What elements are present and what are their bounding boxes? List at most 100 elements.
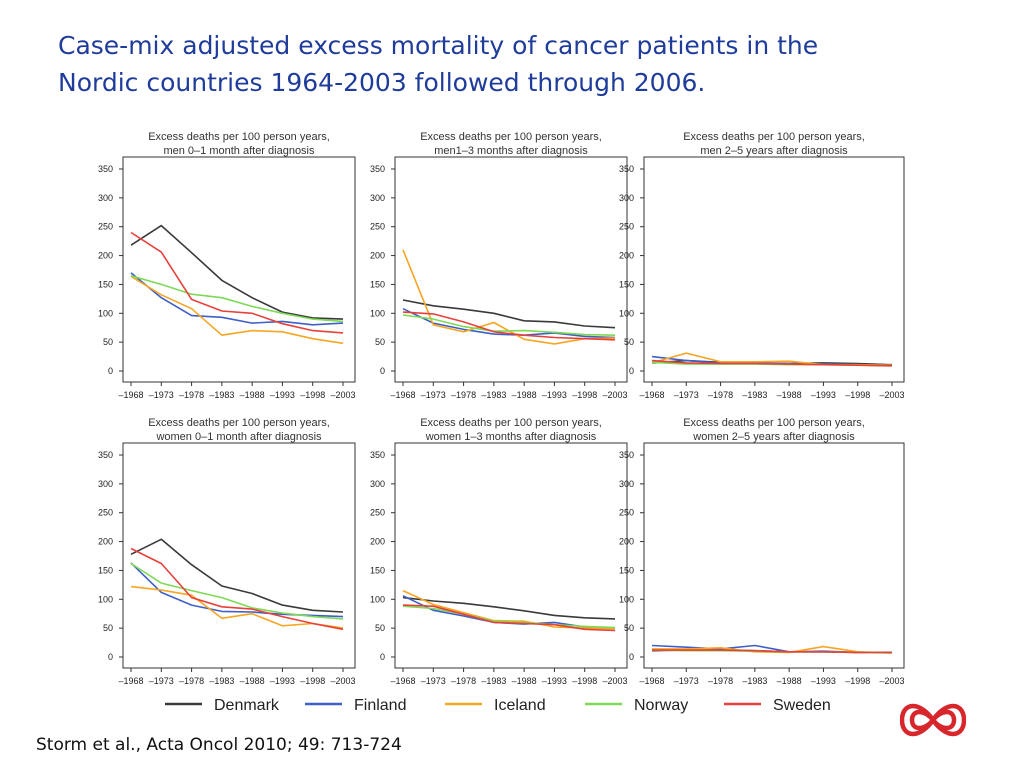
x-tick-label: –1978 [451,390,476,400]
series-line-finland [130,272,344,326]
y-tick-label: 200 [619,251,634,261]
x-tick-label: –1973 [421,390,446,400]
panel-title-line: Excess deaths per 100 person years, [148,131,330,143]
x-tick-label: –1988 [777,676,802,686]
series-line-sweden [651,359,893,367]
series-line-sweden [402,604,616,632]
panel-title-line: women 1–3 months after diagnosis [425,431,597,443]
slide-title: Case-mix adjusted excess mortality of ca… [58,27,958,101]
chart-panel-2: Excess deaths per 100 person years, men1–… [370,131,628,400]
series-line-denmark [130,224,344,320]
y-tick-label: 300 [98,193,113,203]
y-tick-label: 100 [370,594,385,604]
chart-panel-5: Excess deaths per 100 person years, women… [370,417,628,686]
x-tick-label: –1968 [639,676,664,686]
y-tick-label: 250 [370,508,385,518]
series-line-iceland [130,585,344,629]
x-tick-label: –1983 [481,390,506,400]
chart-panel-3: Excess deaths per 100 person years, men 2… [619,131,905,400]
y-tick-label: 350 [619,450,634,460]
y-tick-label: 200 [98,537,113,547]
chart-panel-6: Excess deaths per 100 person years, women… [619,417,905,686]
y-tick-label: 0 [629,652,634,662]
y-tick-label: 300 [619,479,634,489]
y-tick-label: 350 [370,450,385,460]
y-tick-label: 150 [98,279,113,289]
series-line-iceland [402,249,616,345]
y-tick-label: 0 [629,366,634,376]
y-tick-label: 50 [375,337,385,347]
panel-title-line: women 2–5 years after diagnosis [692,431,855,443]
x-tick-label: –1978 [708,390,733,400]
plot-frame [122,156,356,383]
series-line-norway [130,562,344,620]
chart-panel-1: Excess deaths per 100 person years, men 0… [98,131,356,400]
series-line-sweden [130,547,344,631]
y-tick-label: 0 [108,366,113,376]
y-tick-label: 0 [380,366,385,376]
x-tick-label: –1973 [149,390,174,400]
y-tick-label: 250 [370,222,385,232]
x-tick-label: –1998 [300,390,325,400]
y-tick-label: 300 [370,479,385,489]
legend-label-denmark: Denmark [214,697,280,714]
y-tick-label: 250 [619,222,634,232]
panel-title-line: women 0–1 month after diagnosis [155,431,322,443]
x-tick-label: –1988 [512,390,537,400]
y-tick-label: 300 [98,479,113,489]
y-tick-label: 200 [619,537,634,547]
y-tick-label: 50 [103,337,113,347]
panel-title-line: men1–3 months after diagnosis [434,145,588,157]
logo-graphic [899,703,967,737]
x-tick-label: –1973 [421,676,446,686]
y-tick-label: 0 [108,652,113,662]
x-tick-label: –2003 [879,390,904,400]
x-tick-label: –1998 [572,390,597,400]
legend-label-norway: Norway [634,697,688,714]
x-tick-label: –1993 [542,676,567,686]
y-tick-label: 150 [370,565,385,575]
series-line-norway [402,314,616,336]
x-tick-label: –1983 [742,390,767,400]
x-tick-label: –1978 [179,390,204,400]
x-tick-label: –1968 [118,390,143,400]
series-line-finland [402,307,616,339]
y-tick-label: 350 [98,164,113,174]
series-line-norway [130,275,344,323]
x-tick-label: –1988 [240,676,265,686]
y-tick-label: 150 [370,279,385,289]
plot-frame [643,156,905,383]
x-tick-label: –1988 [512,676,537,686]
panel-title-line: Excess deaths per 100 person years, [420,417,602,429]
x-tick-label: –1978 [708,676,733,686]
panel-title-line: Excess deaths per 100 person years, [420,131,602,143]
y-tick-label: 250 [619,508,634,518]
panel-title-line: men 0–1 month after diagnosis [163,145,315,157]
x-tick-label: –2003 [602,676,627,686]
panel-title-line: Excess deaths per 100 person years, [683,131,865,143]
x-tick-label: –1993 [270,390,295,400]
plot-frame [394,442,628,669]
panel-title-line: Excess deaths per 100 person years, [148,417,330,429]
series-line-denmark [130,538,344,613]
y-tick-label: 100 [619,594,634,604]
x-tick-label: –1998 [572,676,597,686]
citation: Storm et al., Acta Oncol 2010; 49: 713-7… [36,735,402,755]
series-line-iceland [130,275,344,345]
y-tick-label: 100 [370,308,385,318]
y-tick-label: 50 [624,337,634,347]
legend-label-finland: Finland [354,697,406,714]
series-line-denmark [402,596,616,620]
chart-legend: Denmark Finland Iceland Norway Sweden [165,697,831,714]
panel-title-line: Excess deaths per 100 person years, [683,417,865,429]
y-tick-label: 200 [370,537,385,547]
series-line-denmark [402,299,616,329]
y-tick-label: 200 [370,251,385,261]
y-tick-label: 50 [624,623,634,633]
x-tick-label: –1973 [674,390,699,400]
y-tick-label: 150 [619,565,634,575]
x-tick-label: –1983 [209,390,234,400]
y-tick-label: 50 [103,623,113,633]
